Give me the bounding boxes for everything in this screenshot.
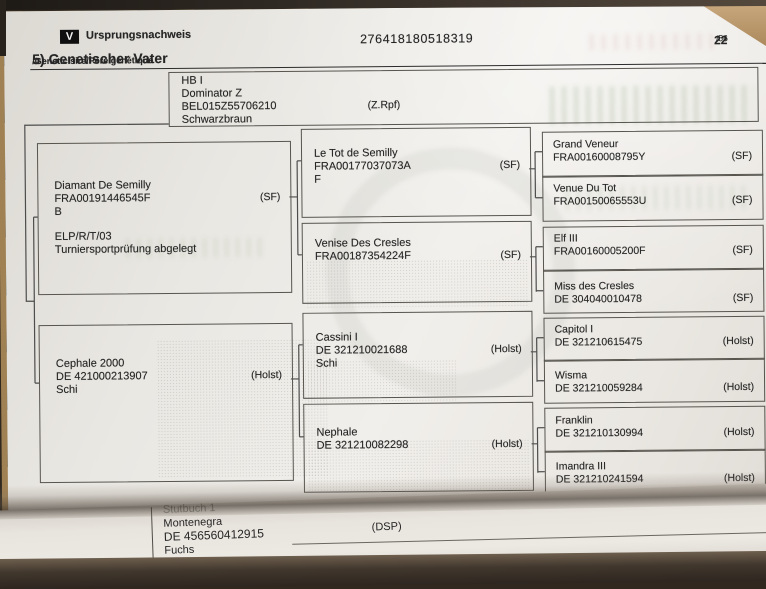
horse-name: Le Tot de Semilly [313,146,398,160]
pedigree-box-elf-iii: Elf III FRA00160005200F (SF) [542,224,765,272]
horse-color: Schi [56,383,78,396]
horse-name: Elf III [553,232,578,245]
horse-id: DE 321210021688 [315,343,408,357]
document-page: V Ursprungsnachweis 276418180518319 22/5… [3,4,766,524]
pedigree-box-grand-veneur: Grand Veneur FRA00160008795Y (SF) [541,129,764,178]
studbook-abbr: (Holst) [723,471,755,485]
pedigree-box-sire-dam: Venise Des Cresles FRA00187354224F (SF) [301,220,533,304]
studbook-abbr: (SF) [499,158,521,172]
studbook-abbr: (SF) [732,243,753,257]
pedigree-box-dam-dam: Nephale DE 321210082298 (Holst) [303,401,534,493]
horse-name: Grand Veneur [552,138,619,151]
horse-name: Miss des Cresles [554,279,635,293]
horse-color: Schi [315,357,338,370]
performance-note: Turniersportprüfung abgelegt [54,242,197,256]
horse-id: DE 321210241594 [555,472,644,486]
studbook-abbr: (Z.Rpf) [367,98,401,112]
studbook-abbr: (Holst) [722,334,754,348]
horse-name: Wisma [554,369,588,382]
horse-name: Imandra III [555,460,607,473]
studbook-abbr: (SF) [500,248,521,262]
studbook-abbr: (SF) [732,291,754,305]
horse-color: Schwarzbraun [181,113,253,126]
pedigree-box-miss-des-cresles: Miss des Cresles DE 304040010478 (SF) [543,267,765,314]
horse-name: Nephale [316,426,358,439]
studbook-abbr: (DSP) [371,520,402,534]
horse-name: Dominator Z [181,87,243,100]
studbook-abbr: (SF) [731,193,753,207]
horse-name: Cephale 2000 [55,357,125,370]
horse-id: DE 321210615475 [554,335,643,349]
dam-info-block: Stutbuch 1 Montenegra DE 456560412915 Fu… [163,500,265,557]
pedigree-box-capitol-i: Capitol I DE 321210615475 (Holst) [543,315,765,362]
horse-id: DE 304040010478 [554,292,642,306]
pedigree-box-wisma: Wisma DE 321210059284 (Holst) [543,357,766,404]
horse-id: DE 321210059284 [555,381,643,395]
horse-color: F [314,173,322,186]
horse-color: Fuchs [164,543,195,557]
performance-note: ELP/R/T/03 [54,230,112,243]
horse-id: FRA00160008795Y [553,150,646,164]
studbook-abbr: (SF) [259,191,281,204]
horse-id: FRA00160005200F [553,244,646,258]
horse-name: Diamant De Semilly [54,179,151,192]
horse-id: FRA00187354224F [314,249,411,263]
next-section-box-border [292,531,766,545]
studbook-abbr: (Holst) [723,425,755,439]
horse-name: Venise Des Cresles [314,236,411,250]
studbook-abbr: (Holst) [490,342,522,356]
pedigree-box-subject: HB I Dominator Z BEL015Z55706210 Schwarz… [168,66,759,127]
horse-id: BEL015Z55706210 [181,100,277,113]
horse-color: B [54,205,62,218]
horse-name: Franklin [555,414,593,427]
studbook-abbr: (Holst) [491,437,523,451]
horse-name: Capitol I [554,323,594,336]
studbook-class: HB I [181,74,203,87]
horse-id: FRA00191446545F [54,192,151,205]
pedigree-box-dam: Cephale 2000 DE 421000213907 Schi (Holst… [38,322,294,484]
horse-id: DE 321210082298 [316,438,409,452]
studbook-abbr: (Holst) [250,368,283,382]
pedigree-box-venue-du-tot: Venue Du Tot FRA00150065553U (SF) [542,173,764,222]
pedigree-box-sire: Diamant De Semilly FRA00191446545F B ELP… [36,140,293,296]
studbook-abbr: (SF) [731,149,753,163]
horse-name: Cassini I [315,331,358,344]
horse-id: FRA00177037073A [314,159,411,173]
pedigree-box-franklin: Franklin DE 321210130994 (Holst) [544,405,766,453]
horse-id: DE 421000213907 [55,370,148,383]
pedigree-box-sire-sire: Le Tot de Semilly FRA00177037073A F (SF) [300,126,532,218]
horse-name: Venue Du Tot [553,182,617,195]
studbook-abbr: (Holst) [723,380,755,394]
pedigree-box-dam-sire: Cassini I DE 321210021688 Schi (Holst) [302,310,534,399]
horse-id: FRA00150065553U [553,194,647,208]
horse-id: DE 321210130994 [555,426,644,440]
photo-frame-left [0,0,6,56]
pedigree-connector-lines [24,123,545,473]
